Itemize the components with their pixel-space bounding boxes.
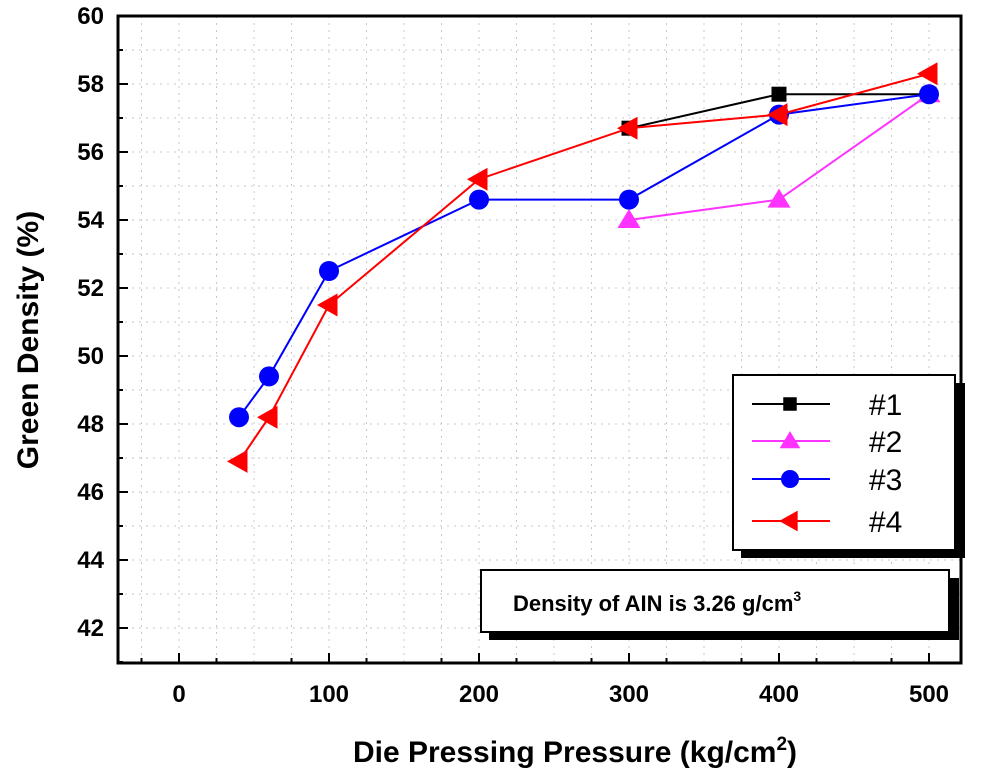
plot-frame [116, 14, 963, 665]
y-tick-label: 54 [77, 207, 104, 234]
legend-label: #1 [869, 389, 902, 422]
data-point-square [783, 397, 797, 411]
data-point-triangle [767, 188, 791, 208]
x-tick-label: 200 [459, 681, 499, 708]
x-tick-label: 400 [759, 681, 799, 708]
x-tick-label: 300 [609, 681, 649, 708]
data-point-triangle-left [767, 103, 788, 127]
data-point-triangle [617, 209, 641, 228]
data-point-circle [469, 189, 489, 210]
annotation-text-sup: 3 [793, 588, 801, 604]
data-point-triangle-left [227, 449, 248, 473]
data-point-square [771, 86, 787, 102]
data-point-circle [919, 84, 939, 105]
data-point-circle [259, 366, 279, 387]
data-point-triangle [779, 431, 801, 449]
annotation-frame [480, 569, 950, 633]
legend-entry-1: #1 [752, 389, 902, 422]
legend-label: #4 [869, 506, 902, 539]
x-tick-label: 0 [172, 681, 185, 708]
y-tick-label: 42 [77, 615, 104, 642]
legend-label: #2 [869, 426, 902, 459]
data-point-triangle-left [779, 510, 798, 532]
data-point-triangle-left [467, 167, 488, 191]
legend: #1 #2 #3 #4 [732, 374, 965, 558]
data-point-triangle-left [257, 405, 278, 429]
series-group [227, 62, 941, 473]
y-tick-label: 48 [77, 411, 104, 438]
data-point-triangle-left [317, 293, 338, 317]
legend-box [732, 374, 956, 551]
data-point-circle [619, 189, 639, 210]
y-tick-label: 56 [77, 139, 104, 166]
y-tick-label: 50 [77, 343, 104, 370]
grid-lines [118, 16, 961, 663]
legend-entry-2: #2 [752, 426, 902, 459]
y-tick-label: 44 [77, 547, 104, 574]
legend-entry-3: #3 [752, 464, 902, 497]
data-point-triangle-left [617, 116, 638, 140]
data-point-triangle-left [917, 62, 938, 86]
series-4 [227, 62, 938, 473]
legend-label: #3 [869, 464, 902, 497]
x-axis-title-main: Die Pressing Pressure (kg/cm [353, 736, 777, 769]
legend-entry-4: #4 [752, 506, 902, 539]
y-tick-label: 60 [77, 3, 104, 30]
x-axis-title-sup: 2 [776, 734, 787, 755]
annotation-box: Density of AIN is 3.26 g/cm3 [480, 569, 959, 640]
x-axis-title: Die Pressing Pressure (kg/cm2) [353, 734, 797, 769]
annotation-text-main: Density of AIN is 3.26 g/cm [513, 591, 793, 616]
annotation-text: Density of AIN is 3.26 g/cm3 [513, 588, 801, 616]
y-tick-label: 52 [77, 275, 104, 302]
data-point-circle [229, 407, 249, 428]
y-axis-title: Green Density (%) [12, 211, 45, 469]
x-tick-label: 500 [909, 681, 949, 708]
axis-ticks: 0 100 200 300 400 500 42 44 46 48 50 52 54 56 58 60 [77, 3, 949, 708]
data-point-circle [319, 261, 339, 281]
x-tick-label: 100 [309, 681, 349, 708]
x-axis-title-close: ) [787, 736, 797, 769]
y-tick-label: 58 [77, 71, 104, 98]
y-tick-label: 46 [77, 479, 104, 506]
data-point-circle [781, 470, 799, 488]
